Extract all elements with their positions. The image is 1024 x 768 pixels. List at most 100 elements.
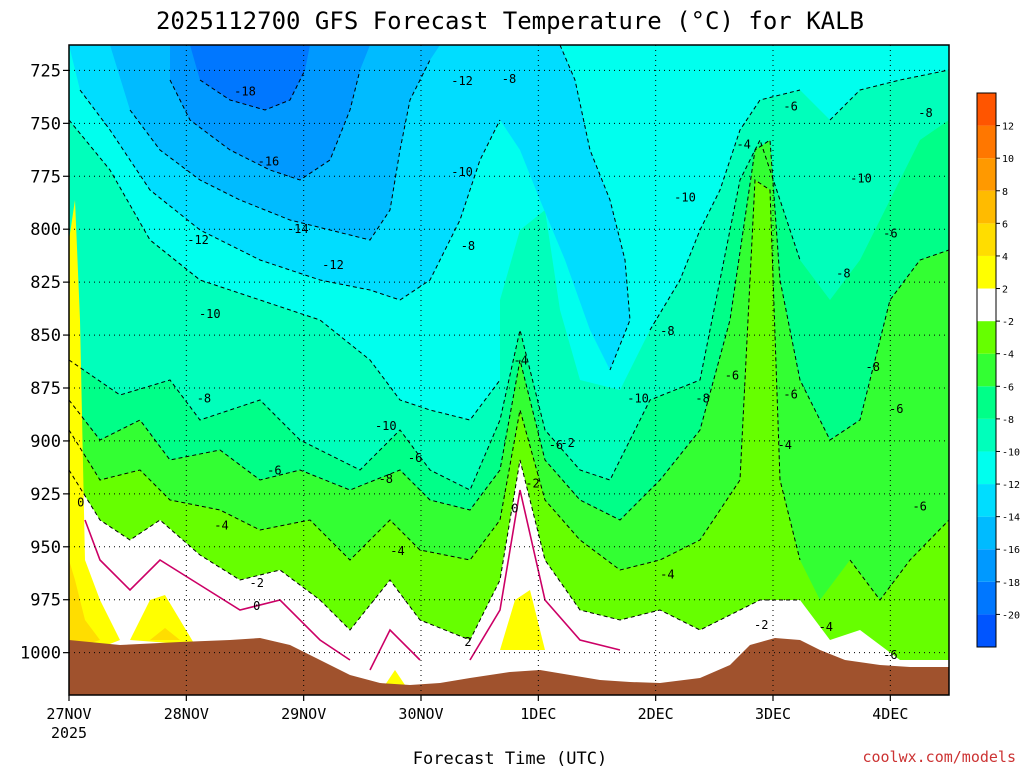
y-tick-label: 1000 bbox=[20, 644, 61, 664]
colorbar-swatch bbox=[977, 418, 996, 452]
contour-label: -16 bbox=[258, 154, 280, 168]
colorbar-label: 6 bbox=[1002, 219, 1008, 230]
colorbar-swatch bbox=[977, 125, 996, 159]
colorbar-label: -16 bbox=[1002, 545, 1020, 556]
contour-label: -4 bbox=[736, 138, 750, 152]
contour-label: -10 bbox=[674, 190, 696, 204]
contour-label: -8 bbox=[461, 239, 475, 253]
colorbar-swatch bbox=[977, 614, 996, 647]
contour-label: -8 bbox=[918, 106, 932, 120]
y-tick-label: 950 bbox=[30, 538, 61, 558]
contour-label: -6 bbox=[912, 500, 926, 514]
colorbar-swatch bbox=[977, 158, 996, 191]
y-tick-label: 900 bbox=[30, 432, 61, 452]
contour-label: -12 bbox=[451, 74, 473, 88]
y-tick-label: 775 bbox=[30, 167, 61, 187]
contour-label: -10 bbox=[850, 171, 872, 185]
colorbar-label: 8 bbox=[1002, 187, 1008, 198]
colorbar-label: -8 bbox=[1002, 415, 1014, 426]
y-tick-label: 850 bbox=[30, 326, 61, 346]
contour-label: -2 bbox=[250, 576, 264, 590]
colorbar-swatch bbox=[977, 549, 996, 582]
contour-label: -18 bbox=[234, 85, 256, 99]
contour-label: -10 bbox=[627, 392, 649, 406]
x-axis-year-label: 2025 bbox=[51, 724, 87, 742]
colorbar-label: -10 bbox=[1002, 447, 1020, 458]
contour-label: -10 bbox=[451, 165, 473, 179]
contour-label: -4 bbox=[660, 567, 674, 581]
contour-label: -8 bbox=[660, 324, 674, 338]
contour-label: -8 bbox=[379, 472, 393, 486]
colorbar-swatch bbox=[977, 516, 996, 550]
colorbar-swatch bbox=[977, 223, 996, 256]
x-tick-label: 28NOV bbox=[164, 705, 209, 723]
contour-label: -2 bbox=[560, 436, 574, 450]
y-tick-label: 750 bbox=[30, 114, 61, 134]
x-axis-label: Forecast Time (UTC) bbox=[413, 749, 607, 768]
y-tick-label: 725 bbox=[30, 61, 61, 81]
colorbar-label: 10 bbox=[1002, 154, 1014, 165]
contour-label: 2 bbox=[464, 635, 471, 649]
credit-text[interactable]: coolwx.com/models bbox=[862, 748, 1016, 766]
contour-label: -12 bbox=[187, 233, 209, 247]
y-tick-label: 800 bbox=[30, 220, 61, 240]
contour-label: -14 bbox=[287, 222, 309, 236]
x-tick-label: 2DEC bbox=[638, 705, 674, 723]
colorbar-label: -12 bbox=[1002, 480, 1020, 491]
contour-label: -4 bbox=[390, 544, 404, 558]
contour-label: -2 bbox=[754, 618, 768, 632]
colorbar-swatch bbox=[977, 288, 996, 322]
colorbar-swatch bbox=[977, 581, 996, 615]
band-warm-2 bbox=[69, 560, 180, 650]
contour-label: -12 bbox=[322, 258, 344, 272]
colorbar-swatch bbox=[977, 353, 996, 387]
contour-label: -4 bbox=[514, 353, 528, 367]
colorbar-swatch bbox=[977, 386, 996, 419]
zero-contours bbox=[84, 489, 621, 671]
colorbar-swatch bbox=[977, 255, 996, 289]
contour-label: -10 bbox=[375, 419, 397, 433]
colorbar-label: 12 bbox=[1002, 122, 1014, 133]
colorbar-label: -20 bbox=[1002, 610, 1020, 621]
colorbar-label: -2 bbox=[1002, 317, 1014, 328]
colorbar-swatch bbox=[977, 451, 996, 485]
x-tick-label: 29NOV bbox=[281, 705, 326, 723]
contour-label: -4 bbox=[778, 438, 792, 452]
band-minus-4 bbox=[69, 180, 949, 695]
contour-label: -6 bbox=[883, 226, 897, 240]
contour-label: -4 bbox=[819, 620, 833, 634]
colorbar: -20 -18 -16 -14 -12 -10 -8 -6 -4 -2 2 4 6 8 10 12 bbox=[976, 92, 1020, 648]
contour-label: -6 bbox=[883, 648, 897, 662]
x-tick-label: 27NOV bbox=[46, 705, 91, 723]
contour-label: -6 bbox=[408, 451, 422, 465]
y-tick-label: 825 bbox=[30, 273, 61, 293]
band-minus-18 bbox=[190, 45, 310, 110]
colorbar-label: 2 bbox=[1002, 285, 1008, 296]
colorbar-swatch bbox=[977, 321, 996, 354]
contour-label: -8 bbox=[502, 72, 516, 86]
y-tick-label: 875 bbox=[30, 379, 61, 399]
contour-label: -2 bbox=[525, 476, 539, 490]
x-tick-label: 3DEC bbox=[755, 705, 791, 723]
y-tick-label: 925 bbox=[30, 485, 61, 505]
colorbar-label: -4 bbox=[1002, 350, 1014, 361]
plot-area: -18 -16 -14 -12 -12 -12 -10 -10 -10 -10 -10 -10 -8 -8… bbox=[69, 45, 949, 695]
colorbar-label: -18 bbox=[1002, 578, 1020, 589]
x-tick-label: 4DEC bbox=[872, 705, 908, 723]
colorbar-swatch bbox=[977, 484, 996, 517]
y-tick-label: 975 bbox=[30, 591, 61, 611]
contour-label: -6 bbox=[783, 99, 797, 113]
contour-label: -6 bbox=[725, 368, 739, 382]
contour-label: -8 bbox=[695, 392, 709, 406]
band-warm bbox=[69, 200, 545, 685]
contour-label: 0 bbox=[77, 495, 84, 509]
x-tick-label: 30NOV bbox=[398, 705, 443, 723]
x-axis: 27NOV 28NOV 29NOV 30NOV 1DEC 2DEC 3DEC 4DEC bbox=[46, 695, 908, 723]
contour-label: 0 bbox=[253, 599, 260, 613]
grid bbox=[69, 45, 949, 695]
colorbar-label: -6 bbox=[1002, 382, 1014, 393]
band-minus-2 bbox=[69, 460, 949, 695]
contour-label: -8 bbox=[866, 360, 880, 374]
contour-label: -6 bbox=[889, 402, 903, 416]
